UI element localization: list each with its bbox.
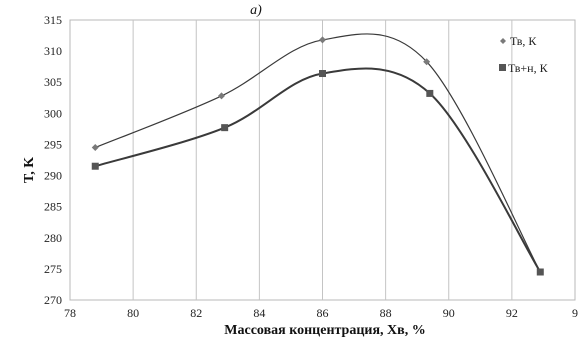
x-tick-label: 78	[64, 306, 76, 320]
x-tick-label: 86	[317, 306, 329, 320]
trend-curves	[94, 33, 542, 273]
legend-marker-diamond	[500, 38, 506, 44]
data-point-square	[536, 268, 544, 276]
data-point-square	[221, 124, 229, 132]
y-tick-label: 270	[44, 293, 62, 307]
y-tick-label: 295	[44, 137, 62, 151]
x-tick-label: 92	[506, 306, 518, 320]
x-tick-label: 9	[572, 306, 578, 320]
data-point-diamond	[218, 92, 225, 100]
series-curve-0	[95, 33, 541, 273]
data-point-diamond	[91, 144, 99, 152]
legend-item-1: Тв+н, К	[499, 61, 549, 75]
legend: Тв, К Тв+н, К	[499, 34, 549, 75]
x-tick-labels: 78 80 82 84 86 88 90 92 9	[64, 306, 578, 320]
y-tick-labels: 270 275 280 285 290 295 300 305 310 315	[44, 13, 62, 307]
legend-item-0: Тв, К	[500, 34, 537, 48]
y-tick-label: 305	[44, 75, 62, 89]
data-point-diamond	[319, 36, 326, 44]
y-tick-label: 275	[44, 262, 62, 276]
y-tick-label: 285	[44, 200, 62, 214]
legend-label-1: Тв+н, К	[508, 61, 549, 75]
x-tick-label: 80	[127, 306, 139, 320]
x-tick-label: 82	[190, 306, 202, 320]
y-tick-label: 315	[44, 13, 62, 27]
y-axis-label: T, K	[22, 157, 37, 183]
x-tick-label: 88	[380, 306, 392, 320]
y-tick-label: 290	[44, 169, 62, 183]
x-tick-label: 84	[253, 306, 265, 320]
vertical-gridlines	[132, 20, 513, 300]
data-point-diamond	[423, 58, 431, 66]
y-tick-label: 310	[44, 44, 62, 58]
data-point-square	[426, 89, 434, 97]
data-point-square	[91, 162, 99, 170]
panel-label: a)	[250, 3, 262, 18]
data-points	[91, 36, 544, 276]
y-tick-label: 280	[44, 231, 62, 245]
y-tick-label: 300	[44, 106, 62, 120]
legend-marker-square	[499, 64, 506, 71]
series-curve-1	[94, 67, 542, 273]
data-point-square	[319, 70, 326, 78]
x-axis-label: Массовая концентрация, Хв, %	[224, 323, 425, 337]
legend-label-0: Тв, К	[510, 34, 537, 48]
x-tick-label: 90	[443, 306, 455, 320]
